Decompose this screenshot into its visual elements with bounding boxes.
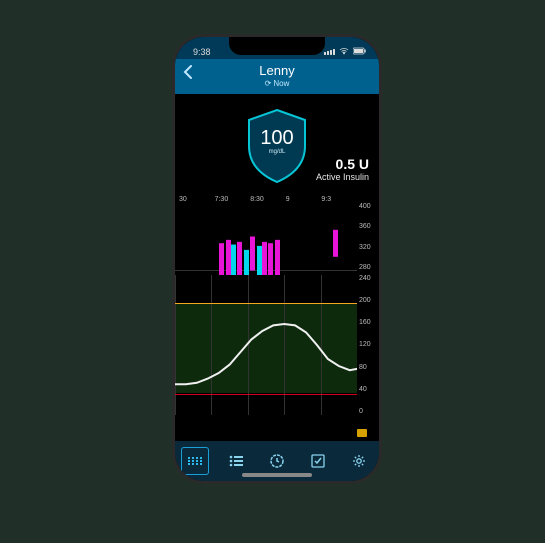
y-tick: 400 bbox=[359, 203, 379, 210]
active-insulin: 0.5 U Active Insulin bbox=[316, 156, 369, 182]
app-header: Lenny ⟳Now bbox=[175, 59, 379, 94]
glucose-plot bbox=[175, 275, 357, 415]
glucose-curve bbox=[175, 275, 357, 415]
insulin-bar bbox=[333, 230, 338, 257]
insulin-bar bbox=[226, 240, 231, 277]
tab-home[interactable] bbox=[181, 447, 209, 475]
tab-history[interactable] bbox=[263, 447, 291, 475]
glucose-value: 100 bbox=[241, 128, 313, 148]
home-indicator[interactable] bbox=[242, 473, 312, 477]
battery-icon bbox=[353, 47, 367, 57]
tab-settings[interactable] bbox=[345, 447, 373, 475]
chart-area: 307:308:3099:3 400360320280 240200160120… bbox=[175, 196, 379, 436]
insulin-plot bbox=[175, 203, 357, 271]
x-tick: 30 bbox=[179, 196, 215, 203]
x-tick: 7:30 bbox=[215, 196, 251, 203]
glucose-shield[interactable]: 100 mg/dL bbox=[241, 106, 313, 186]
signal-icon bbox=[324, 49, 335, 55]
page-title: Lenny bbox=[175, 63, 379, 78]
content: 100 mg/dL 0.5 U Active Insulin 307:308:3… bbox=[175, 94, 379, 436]
x-tick: 9:3 bbox=[321, 196, 357, 203]
y-tick: 40 bbox=[359, 386, 379, 393]
clock: 9:38 bbox=[193, 47, 211, 57]
glucose-chart[interactable]: 240 200 160 120 80 40 0 bbox=[175, 275, 379, 415]
insulin-value: 0.5 U bbox=[316, 156, 369, 172]
y-tick: 160 bbox=[359, 319, 379, 326]
lock-icon bbox=[357, 429, 367, 437]
wifi-icon bbox=[339, 47, 349, 57]
y-tick: 120 bbox=[359, 341, 379, 348]
glucose-shield-area: 100 mg/dL 0.5 U Active Insulin bbox=[175, 94, 379, 186]
insulin-label: Active Insulin bbox=[316, 172, 369, 182]
refresh-icon: ⟳ bbox=[265, 79, 272, 88]
insulin-bar bbox=[275, 240, 280, 277]
back-button[interactable] bbox=[183, 65, 193, 82]
y-tick: 240 bbox=[359, 275, 379, 282]
y-tick: 280 bbox=[359, 264, 379, 271]
x-axis: 307:308:3099:3 bbox=[175, 196, 379, 203]
y-tick: 80 bbox=[359, 364, 379, 371]
phone-frame: 9:38 Lenny ⟳Now 100 bbox=[172, 34, 382, 484]
insulin-bar bbox=[250, 237, 255, 271]
status-indicators bbox=[324, 47, 367, 57]
y-tick: 0 bbox=[359, 408, 379, 415]
y-tick: 200 bbox=[359, 297, 379, 304]
timestamp: ⟳Now bbox=[175, 79, 379, 88]
y-tick: 360 bbox=[359, 223, 379, 230]
tab-list[interactable] bbox=[222, 447, 250, 475]
y-axis-upper: 400 360 320 280 bbox=[357, 203, 379, 271]
glucose-unit: mg/dL bbox=[241, 149, 313, 155]
tab-check[interactable] bbox=[304, 447, 332, 475]
x-tick: 8:30 bbox=[250, 196, 286, 203]
y-axis-lower: 240 200 160 120 80 40 0 bbox=[357, 275, 379, 415]
y-tick: 320 bbox=[359, 244, 379, 251]
x-tick: 9 bbox=[286, 196, 322, 203]
insulin-chart[interactable]: 400 360 320 280 bbox=[175, 203, 379, 271]
chart-scroll-handle[interactable] bbox=[357, 424, 379, 434]
notch bbox=[229, 37, 325, 55]
